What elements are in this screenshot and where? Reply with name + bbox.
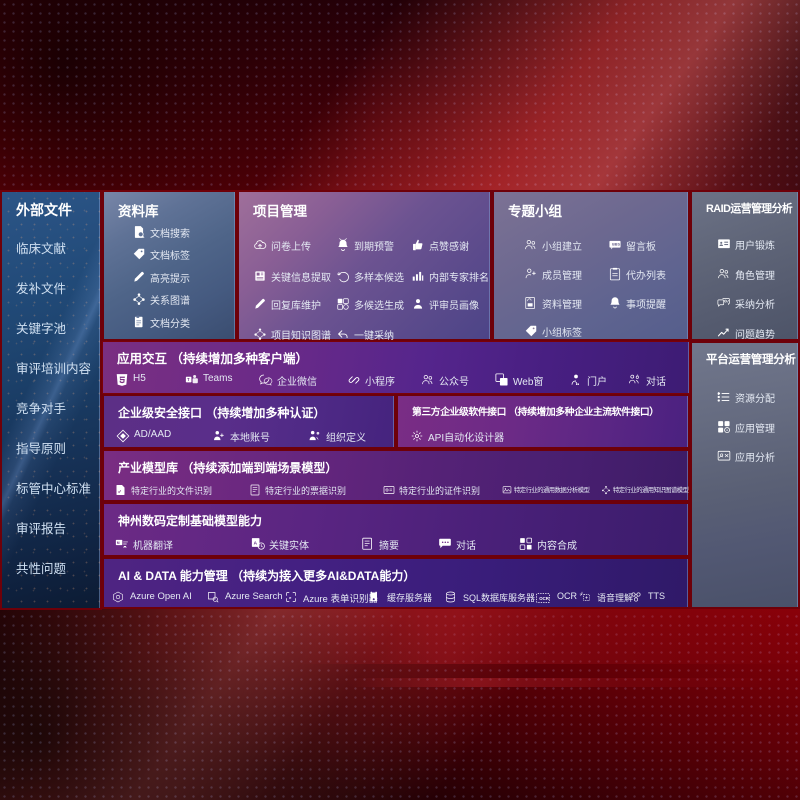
svg-text:BBS: BBS	[612, 243, 620, 247]
svg-text:OCR: OCR	[539, 596, 550, 601]
svg-text:e: e	[289, 595, 292, 600]
svg-text:M: M	[117, 541, 120, 545]
